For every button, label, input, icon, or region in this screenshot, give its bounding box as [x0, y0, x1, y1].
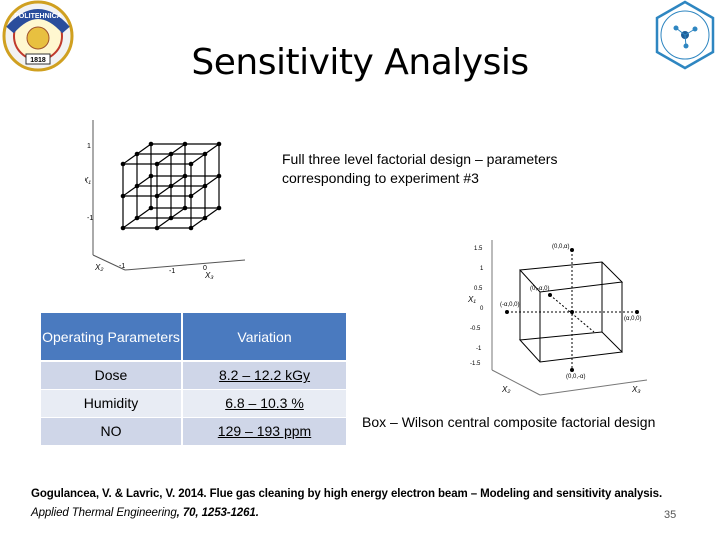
cube3-tick: -1 [119, 263, 125, 270]
design-point [216, 173, 222, 179]
reference: Gogulancea, V. & Lavric, V. 2014. Flue g… [31, 485, 662, 523]
table-cell-variation: 8.2 – 12.2 kGy [218, 367, 311, 384]
reference-line-2: Applied Thermal Engineering, 70, 1253-12… [31, 504, 662, 523]
design-point [202, 215, 208, 221]
design-point [148, 173, 154, 179]
ccd-point-label: (0,-α,0) [530, 286, 549, 292]
slide-title: Sensitivity Analysis [191, 42, 529, 83]
reference-journal: Applied Thermal Engineering [31, 507, 177, 519]
design-point [120, 225, 126, 231]
design-point [182, 205, 188, 211]
ccd-tick: 1.5 [474, 246, 483, 252]
design-point [216, 141, 222, 147]
design-point [202, 151, 208, 157]
ccd-point-label: (0,0,α) [552, 244, 569, 250]
ccd-figure: (0,0,α) (-α,0,0) (0,-α,0) (α,0,0) (0,0,-… [467, 240, 648, 396]
logo-year: 1818 [30, 57, 46, 64]
design-point [134, 183, 140, 189]
research-logo [655, 0, 715, 70]
cube3-axis-label-x2: X₂ [94, 263, 103, 272]
design-point [154, 225, 160, 231]
cube3-axis-label-x1: X₁ [85, 176, 91, 185]
table-cell-variation: 129 – 193 ppm [217, 423, 312, 439]
design-point [216, 205, 222, 211]
ccd-tick: -1 [476, 346, 482, 352]
design-point [154, 193, 160, 199]
page-number: 35 [664, 509, 677, 521]
cube3-tick: -1 [169, 268, 175, 275]
table-cell-variation: 6.8 – 10.3 % [225, 395, 304, 411]
design-point [134, 151, 140, 157]
ccd-axis-label-x3: X₃ [631, 385, 641, 394]
design-point [182, 141, 188, 147]
ccd-point-label: (-α,0,0) [500, 302, 519, 308]
design-point [134, 215, 140, 221]
design-point [168, 215, 174, 221]
ccd-point-label: (0,0,-α) [566, 374, 585, 380]
factorial-caption: Full three level factorial design – para… [282, 151, 558, 186]
table-header-parameters: Operating Parameters [41, 313, 183, 362]
design-point [188, 161, 194, 167]
table-header-variation: Variation [182, 313, 346, 362]
logo-top-text: POLITEHNICA [14, 13, 61, 20]
design-point [188, 225, 194, 231]
design-point [120, 193, 126, 199]
design-point [168, 183, 174, 189]
cube3-axis-label-x3: X₃ [204, 271, 214, 280]
design-point [148, 205, 154, 211]
politehnica-logo: POLITEHNICA 1818 [2, 0, 74, 72]
table-cell-parameter: Dose [41, 361, 183, 390]
design-point [120, 161, 126, 167]
reference-volume: , 70, 1253-1261. [176, 507, 259, 519]
ccd-tick: 0 [480, 306, 484, 312]
table-cell-parameter: NO [41, 417, 183, 446]
cube3-tick: 1 [87, 143, 91, 150]
ccd-axis-label-x1: X₁ [467, 295, 476, 304]
design-point [188, 193, 194, 199]
factorial-cube-figure: 1 X₁ -1 X₂ -1 -1 0 X₃ [85, 120, 246, 280]
design-point [154, 161, 160, 167]
table-row: NO 129 – 193 ppm [41, 417, 346, 446]
design-point [168, 151, 174, 157]
cube3-tick: -1 [87, 215, 93, 222]
table-row: Dose 8.2 – 12.2 kGy [41, 361, 346, 390]
design-point [202, 183, 208, 189]
ccd-caption: Box – Wilson central composite factorial… [362, 414, 656, 430]
ccd-tick: -1.5 [470, 361, 481, 367]
cube3-tick: 0 [203, 265, 207, 272]
ccd-tick: 0.5 [474, 286, 483, 292]
reference-line-1: Gogulancea, V. & Lavric, V. 2014. Flue g… [31, 488, 663, 500]
table-cell-parameter: Humidity [41, 389, 183, 418]
ccd-point-label: (α,0,0) [624, 316, 641, 322]
design-point [148, 141, 154, 147]
ccd-tick: -0.5 [470, 326, 481, 332]
design-point [182, 173, 188, 179]
ccd-axis-label-x2: X₂ [501, 385, 510, 394]
table-row: Humidity 6.8 – 10.3 % [41, 389, 346, 418]
parameters-table: Operating Parameters Variation Dose 8.2 … [41, 313, 346, 446]
ccd-tick: 1 [480, 266, 484, 272]
